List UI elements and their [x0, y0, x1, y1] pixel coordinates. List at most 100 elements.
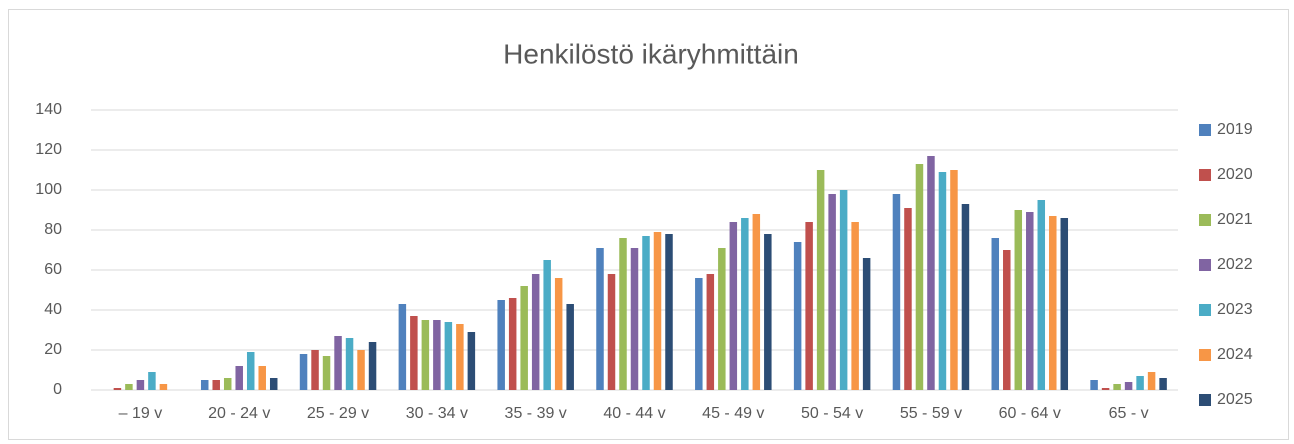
- bar: [642, 236, 650, 390]
- legend-label: 2020: [1217, 166, 1253, 183]
- bar: [596, 248, 604, 390]
- x-tick-label: 45 - 49 v: [702, 405, 764, 422]
- x-tick-label: 50 - 54 v: [801, 405, 863, 422]
- bar: [619, 238, 627, 390]
- bar: [345, 338, 354, 390]
- legend-swatch: [1199, 124, 1211, 136]
- bar: [235, 366, 243, 390]
- bar: [531, 274, 540, 390]
- x-tick-label: 30 - 34 v: [406, 405, 468, 422]
- bar: [299, 354, 308, 390]
- legend-swatch: [1199, 169, 1211, 181]
- bar: [805, 222, 813, 390]
- bar: [828, 194, 836, 390]
- bar: [1159, 378, 1167, 390]
- bar: [212, 380, 220, 390]
- bar: [892, 194, 901, 390]
- bar: [752, 214, 761, 390]
- x-tick-label: 40 - 44 v: [603, 405, 665, 422]
- bar: [456, 324, 464, 390]
- x-tick-label: 35 - 39 v: [505, 405, 567, 422]
- legend-label: 2021: [1217, 211, 1253, 228]
- bar: [764, 234, 772, 390]
- legend-swatch: [1199, 394, 1211, 406]
- y-tick-label: 20: [44, 341, 62, 358]
- x-tick-label: 20 - 24 v: [208, 405, 270, 422]
- bar: [793, 242, 802, 390]
- y-tick-label: 120: [35, 141, 62, 158]
- bar: [368, 342, 377, 390]
- bar: [950, 170, 958, 390]
- legend-label: 2025: [1217, 391, 1253, 408]
- bar: [1090, 380, 1098, 390]
- bar: [543, 260, 551, 390]
- legend-swatch: [1199, 304, 1211, 316]
- bar: [223, 378, 232, 390]
- bar: [113, 388, 122, 390]
- legend-label: 2019: [1217, 121, 1253, 138]
- bar: [607, 274, 616, 390]
- bar: [706, 274, 715, 390]
- chart-title: Henkilöstö ikäryhmittäin: [503, 38, 799, 69]
- bar: [246, 352, 255, 390]
- bar: [357, 350, 365, 390]
- bar: [554, 278, 563, 390]
- bar: [508, 298, 517, 390]
- bar: [695, 278, 703, 390]
- bar: [1026, 212, 1034, 390]
- bar: [851, 222, 859, 390]
- bar: [410, 316, 418, 390]
- x-tick-label: 25 - 29 v: [307, 405, 369, 422]
- legend-swatch: [1199, 214, 1211, 226]
- bar: [718, 248, 726, 390]
- bar: [520, 286, 528, 390]
- bar: [630, 248, 639, 390]
- bar: [433, 320, 441, 390]
- y-tick-label: 100: [35, 181, 62, 198]
- legend-label: 2022: [1217, 256, 1253, 273]
- bar: [258, 366, 266, 390]
- y-tick-label: 80: [44, 221, 62, 238]
- bar: [125, 384, 133, 390]
- bar: [467, 332, 476, 390]
- bar: [665, 234, 673, 390]
- bar: [839, 190, 848, 390]
- bar: [1060, 218, 1069, 390]
- bar: [311, 350, 319, 390]
- legend-swatch: [1199, 349, 1211, 361]
- bar: [200, 380, 209, 390]
- bar: [159, 384, 168, 390]
- bar: [421, 320, 430, 390]
- bar: [1003, 250, 1011, 390]
- bar: [1136, 376, 1144, 390]
- bar: [729, 222, 738, 390]
- bar: [991, 238, 1000, 390]
- bar: [1014, 210, 1023, 390]
- x-tick-label: 65 - v: [1109, 405, 1149, 422]
- bar: [741, 218, 749, 390]
- y-tick-label: 0: [53, 381, 62, 398]
- x-tick-label: – 19 v: [119, 405, 163, 422]
- bar: [334, 336, 342, 390]
- legend-label: 2024: [1217, 346, 1253, 363]
- bar: [1101, 388, 1110, 390]
- bar: [1124, 382, 1133, 390]
- bar: [1147, 372, 1156, 390]
- bar: [915, 164, 924, 390]
- bar: [136, 380, 145, 390]
- bar: [927, 156, 935, 390]
- bar: [1037, 200, 1046, 390]
- y-tick-label: 60: [44, 261, 62, 278]
- bar: [938, 172, 947, 390]
- y-tick-label: 140: [35, 101, 62, 118]
- bar: [653, 232, 662, 390]
- legend-swatch: [1199, 259, 1211, 271]
- bar: [269, 378, 278, 390]
- bar: [497, 300, 505, 390]
- x-tick-label: 55 - 59 v: [900, 405, 962, 422]
- bar: [148, 372, 156, 390]
- bar: [862, 258, 871, 390]
- bar: [816, 170, 825, 390]
- bar: [961, 204, 970, 390]
